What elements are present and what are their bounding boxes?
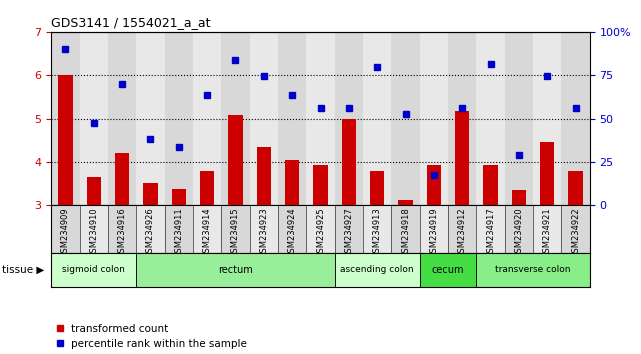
Bar bbox=[165, 32, 193, 205]
Bar bbox=[221, 32, 249, 205]
Text: GDS3141 / 1554021_a_at: GDS3141 / 1554021_a_at bbox=[51, 16, 211, 29]
Text: GSM234922: GSM234922 bbox=[571, 208, 580, 258]
Bar bbox=[193, 32, 221, 205]
Bar bbox=[137, 253, 335, 287]
Bar bbox=[504, 32, 533, 205]
Bar bbox=[221, 205, 249, 253]
Text: ascending colon: ascending colon bbox=[340, 266, 414, 274]
Bar bbox=[363, 32, 392, 205]
Bar bbox=[476, 205, 504, 253]
Bar bbox=[569, 171, 583, 205]
Text: GSM234909: GSM234909 bbox=[61, 208, 70, 258]
Text: GSM234921: GSM234921 bbox=[543, 208, 552, 258]
Bar bbox=[392, 205, 420, 253]
Bar bbox=[335, 32, 363, 205]
Bar bbox=[193, 205, 221, 253]
Text: cecum: cecum bbox=[432, 265, 464, 275]
Bar bbox=[278, 205, 306, 253]
Text: GSM234910: GSM234910 bbox=[89, 208, 98, 258]
Bar bbox=[342, 119, 356, 205]
Bar bbox=[448, 32, 476, 205]
Bar bbox=[108, 205, 137, 253]
Bar bbox=[427, 165, 441, 205]
Text: GSM234916: GSM234916 bbox=[118, 208, 127, 258]
Bar bbox=[165, 205, 193, 253]
Bar bbox=[392, 32, 420, 205]
Bar bbox=[51, 32, 79, 205]
Bar bbox=[257, 147, 271, 205]
Bar bbox=[420, 205, 448, 253]
Bar bbox=[533, 205, 562, 253]
Text: GSM234920: GSM234920 bbox=[514, 208, 523, 258]
Bar bbox=[306, 32, 335, 205]
Text: GSM234915: GSM234915 bbox=[231, 208, 240, 258]
Bar bbox=[476, 32, 504, 205]
Text: rectum: rectum bbox=[218, 265, 253, 275]
Bar bbox=[420, 253, 476, 287]
Text: GSM234927: GSM234927 bbox=[344, 208, 353, 258]
Text: GSM234912: GSM234912 bbox=[458, 208, 467, 258]
Bar bbox=[137, 32, 165, 205]
Bar bbox=[51, 205, 79, 253]
Bar bbox=[335, 253, 420, 287]
Bar bbox=[58, 75, 72, 205]
Text: sigmoid colon: sigmoid colon bbox=[62, 266, 125, 274]
Bar bbox=[476, 253, 590, 287]
Bar bbox=[87, 177, 101, 205]
Text: GSM234919: GSM234919 bbox=[429, 208, 438, 258]
Bar bbox=[504, 205, 533, 253]
Bar bbox=[335, 205, 363, 253]
Bar bbox=[115, 153, 129, 205]
Text: transverse colon: transverse colon bbox=[495, 266, 570, 274]
Text: GSM234924: GSM234924 bbox=[288, 208, 297, 258]
Bar bbox=[370, 171, 384, 205]
Bar bbox=[448, 205, 476, 253]
Bar bbox=[313, 165, 328, 205]
Bar bbox=[420, 32, 448, 205]
Legend: transformed count, percentile rank within the sample: transformed count, percentile rank withi… bbox=[56, 324, 247, 349]
Text: GSM234925: GSM234925 bbox=[316, 208, 325, 258]
Bar bbox=[285, 160, 299, 205]
Bar bbox=[172, 189, 186, 205]
Bar bbox=[228, 115, 242, 205]
Text: GSM234923: GSM234923 bbox=[260, 208, 269, 258]
Text: GSM234917: GSM234917 bbox=[486, 208, 495, 258]
Text: GSM234914: GSM234914 bbox=[203, 208, 212, 258]
Bar bbox=[399, 200, 413, 205]
Text: GSM234911: GSM234911 bbox=[174, 208, 183, 258]
Bar bbox=[562, 205, 590, 253]
Bar bbox=[79, 205, 108, 253]
Bar bbox=[363, 205, 392, 253]
Text: GSM234913: GSM234913 bbox=[372, 208, 381, 258]
Text: GSM234926: GSM234926 bbox=[146, 208, 155, 258]
Bar bbox=[144, 183, 158, 205]
Bar bbox=[200, 171, 214, 205]
Bar bbox=[562, 32, 590, 205]
Text: tissue ▶: tissue ▶ bbox=[3, 265, 45, 275]
Text: GSM234918: GSM234918 bbox=[401, 208, 410, 258]
Bar bbox=[306, 205, 335, 253]
Bar bbox=[249, 205, 278, 253]
Bar bbox=[483, 165, 497, 205]
Bar bbox=[278, 32, 306, 205]
Bar bbox=[137, 205, 165, 253]
Bar bbox=[455, 111, 469, 205]
Bar bbox=[533, 32, 562, 205]
Bar bbox=[512, 190, 526, 205]
Bar bbox=[540, 142, 554, 205]
Bar bbox=[249, 32, 278, 205]
Bar bbox=[51, 253, 137, 287]
Bar bbox=[79, 32, 108, 205]
Bar bbox=[108, 32, 137, 205]
